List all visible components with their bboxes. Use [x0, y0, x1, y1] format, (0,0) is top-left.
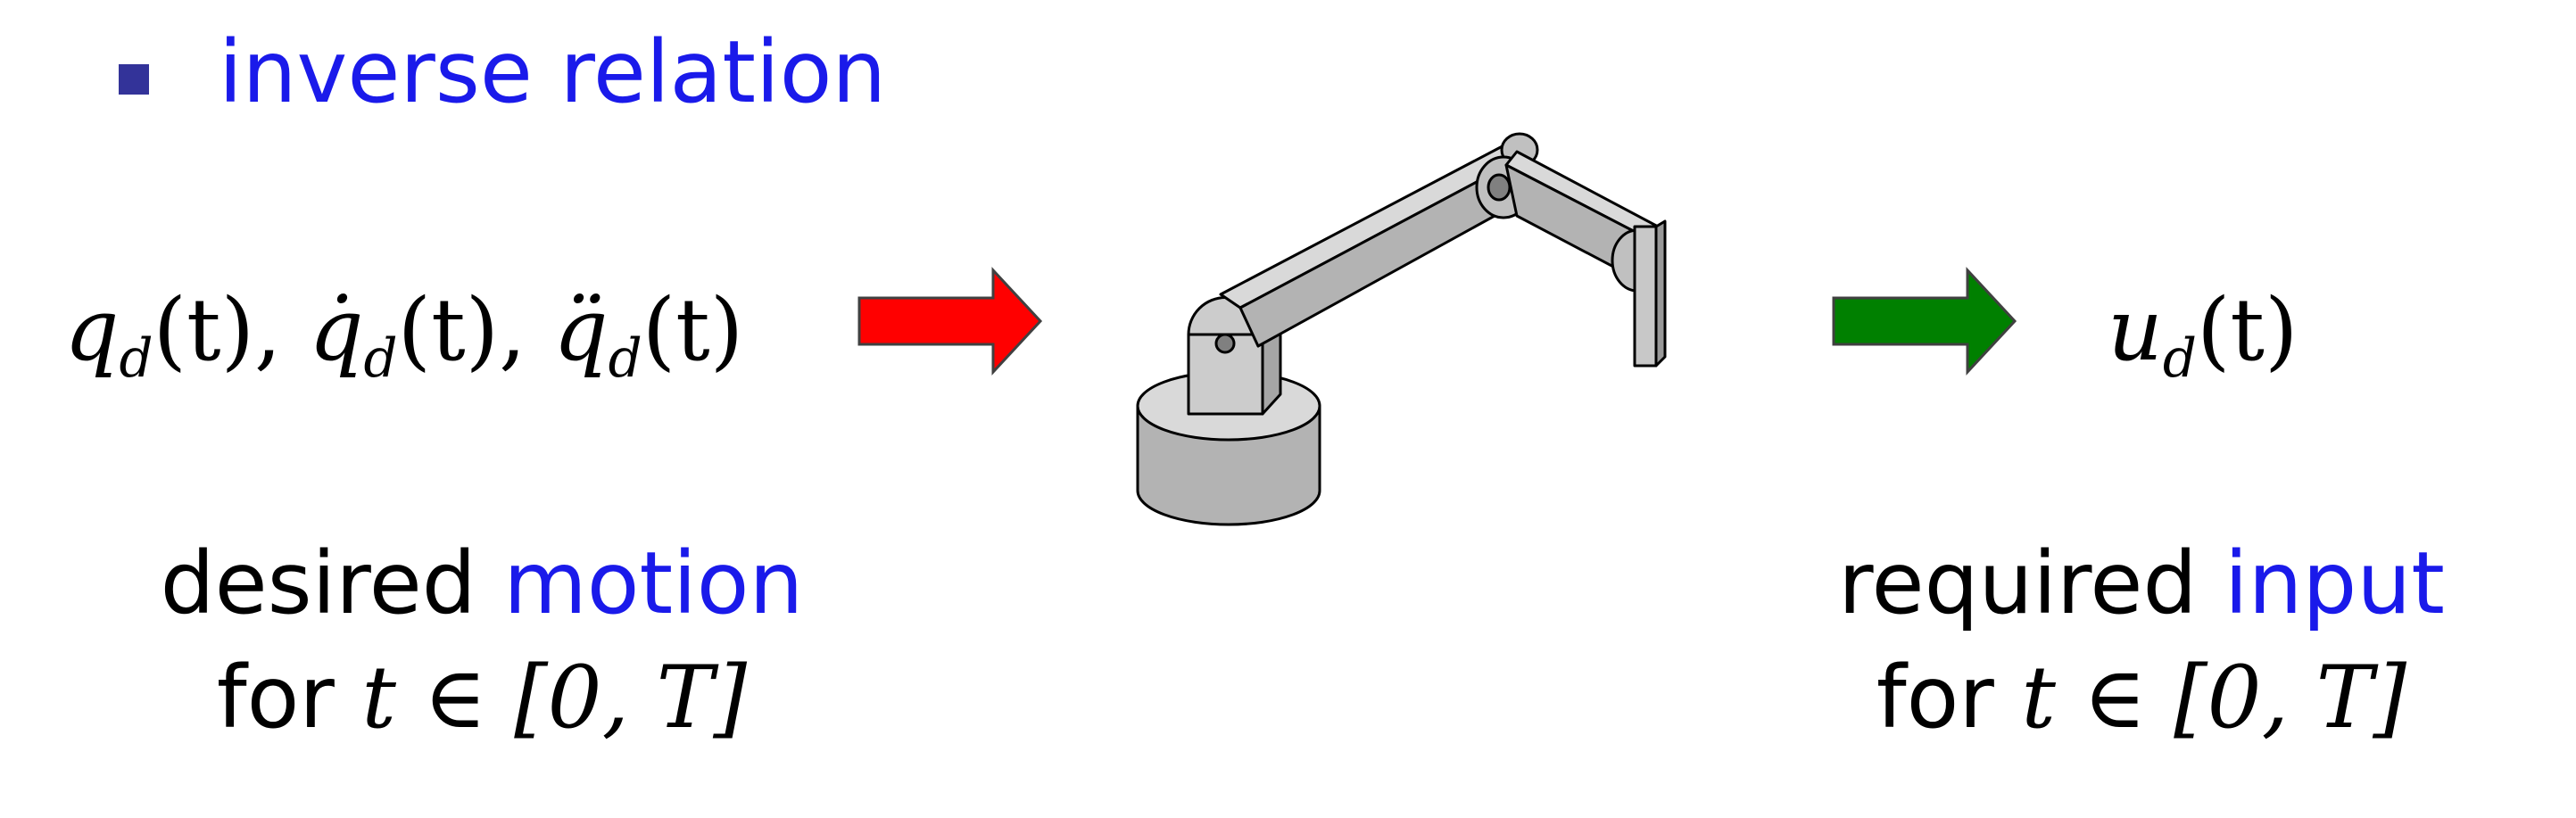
time-arg: (t) — [153, 280, 255, 380]
desired-motion-caption: desired motion for t ∈ [0, T] — [143, 526, 821, 755]
subscript-d: d — [363, 328, 398, 391]
slide-heading: inverse relation — [219, 22, 887, 122]
time-arg: (t) — [397, 280, 500, 380]
caption-highlight: motion — [503, 533, 804, 633]
subscript-d: d — [608, 328, 642, 391]
caption-for: for — [1876, 648, 1994, 748]
caption-highlight: input — [2224, 533, 2445, 633]
qddot-symbol: q̈ — [553, 280, 609, 380]
q-symbol: q — [64, 280, 120, 380]
caption-line-2: for t ∈ [0, T] — [1776, 640, 2507, 755]
caption-line-1: required input — [1776, 526, 2507, 640]
subscript-d: d — [2162, 328, 2197, 391]
caption-line-2: for t ∈ [0, T] — [143, 640, 821, 755]
u-symbol: u — [2108, 280, 2163, 380]
caption-word: desired — [160, 533, 476, 633]
bullet-icon — [119, 64, 149, 95]
gripper — [1633, 225, 1658, 368]
desired-motion-formula: qd(t), q̇d(t), q̈d(t) — [64, 268, 743, 392]
shoulder-pin — [1214, 333, 1236, 354]
qdot-symbol: q̇ — [309, 280, 364, 380]
required-input-caption: required input for t ∈ [0, T] — [1776, 526, 2507, 755]
elbow-pin — [1487, 173, 1512, 202]
caption-for: for — [216, 648, 335, 748]
arrow-shape — [857, 267, 1043, 376]
time-arg: (t) — [2196, 280, 2299, 380]
separator: , — [254, 280, 282, 380]
time-interval: t ∈ [0, T] — [361, 648, 748, 748]
input-arrow-icon — [857, 267, 1043, 376]
robot-arm-icon — [1136, 132, 1667, 526]
time-arg: (t) — [642, 280, 744, 380]
arrow-shape — [1832, 267, 2017, 376]
subscript-d: d — [119, 328, 153, 391]
caption-word: required — [1838, 533, 2198, 633]
time-interval: t ∈ [0, T] — [2021, 648, 2407, 748]
separator: , — [499, 280, 526, 380]
caption-line-1: desired motion — [143, 526, 821, 640]
output-arrow-icon — [1832, 267, 2017, 376]
required-input-formula: ud(t) — [2108, 268, 2298, 392]
